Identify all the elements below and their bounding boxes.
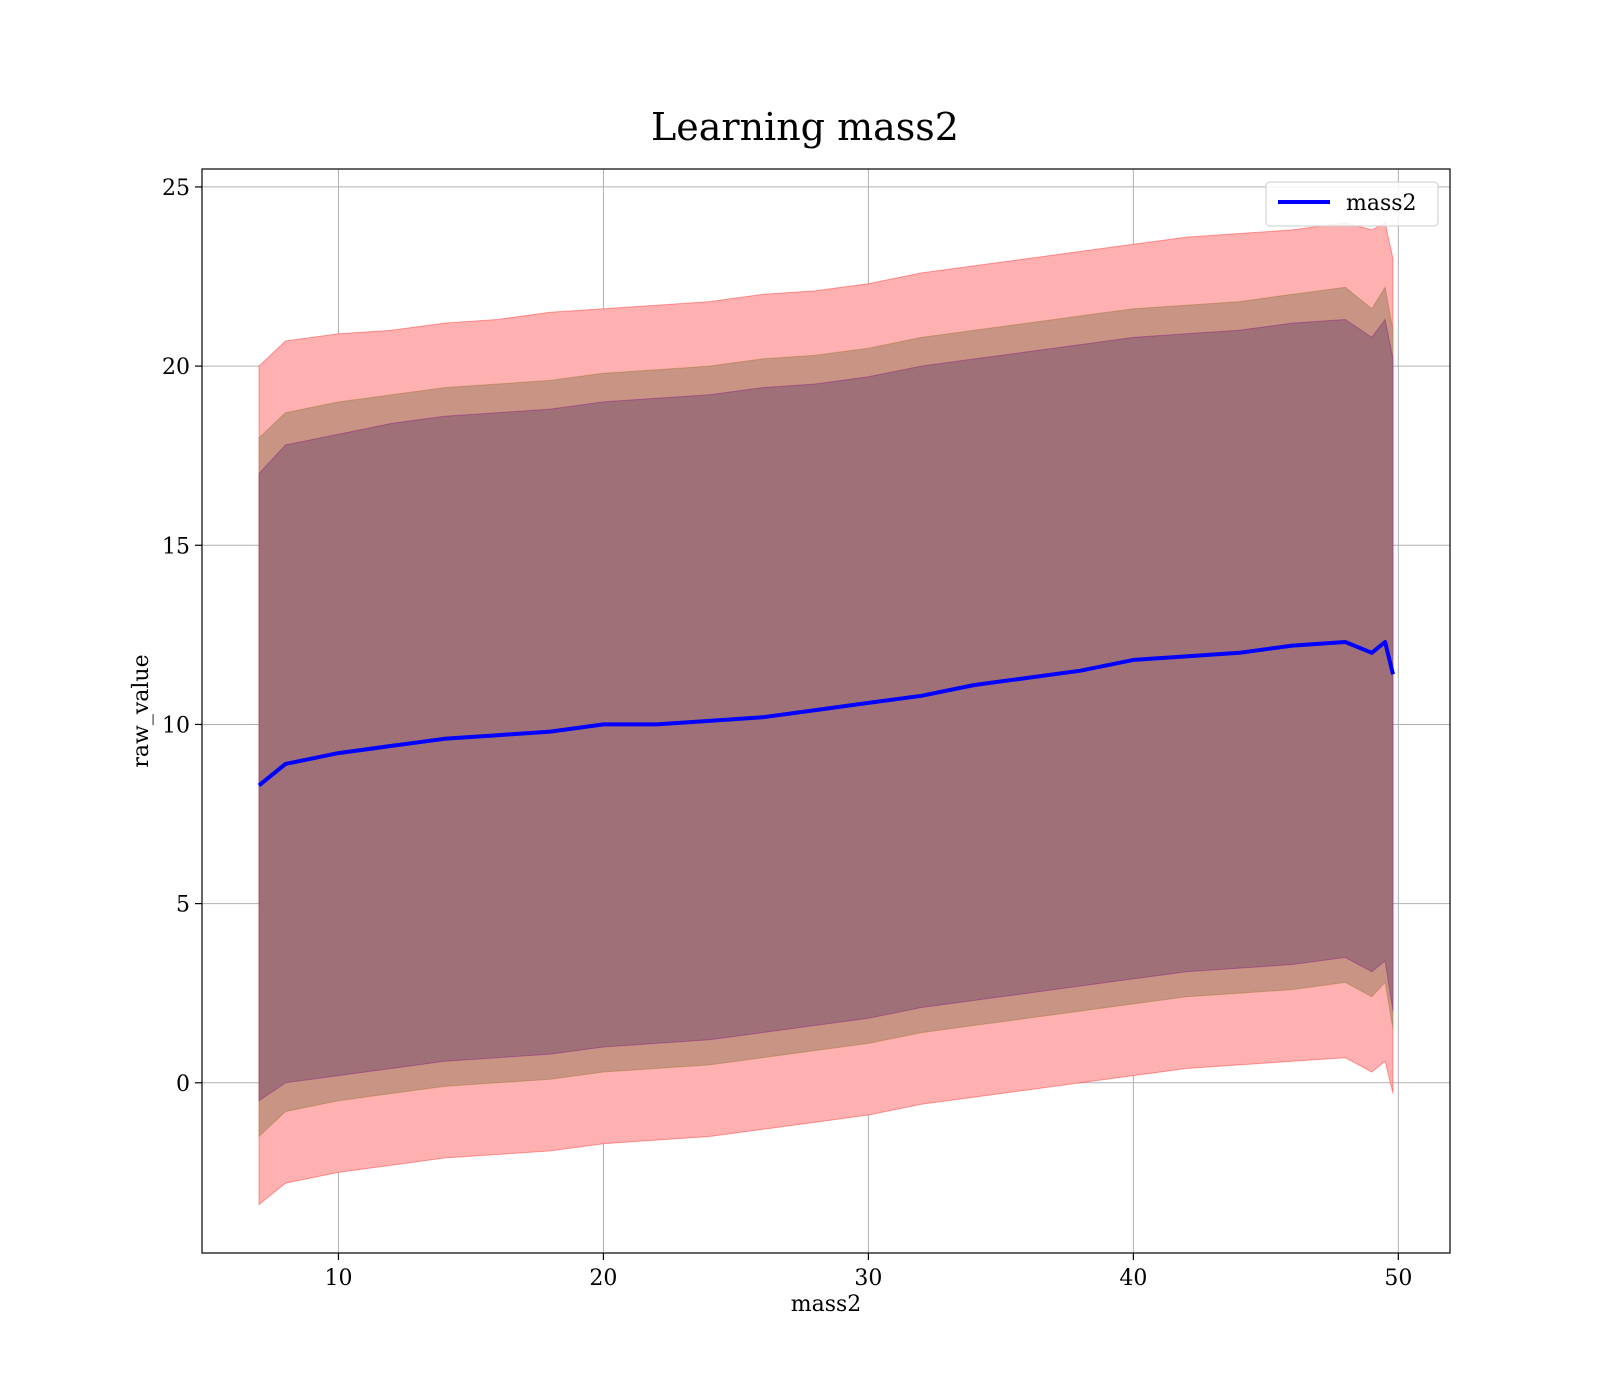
x-tick-label: 50 — [1384, 1266, 1412, 1291]
x-tick-label: 30 — [854, 1266, 882, 1291]
series-lines — [257, 640, 1395, 787]
x-tick-label: 10 — [324, 1266, 352, 1291]
series-line-mass2 — [257, 640, 1395, 787]
y-tick-label: 5 — [176, 893, 190, 918]
legend: mass2 — [1265, 181, 1439, 227]
x-axis-label: mass2 — [791, 1292, 862, 1317]
y-tick-label: 25 — [162, 176, 190, 201]
x-tick-label: 20 — [589, 1266, 617, 1291]
x-tick-label: 40 — [1119, 1266, 1147, 1291]
legend-label-mass2: mass2 — [1346, 191, 1417, 216]
y-axis-label: raw_value — [129, 654, 154, 767]
legend-box — [1265, 181, 1439, 227]
plot-frame — [201, 168, 1451, 1254]
y-tick-label: 20 — [162, 355, 190, 380]
chart-title: Learning mass2 — [651, 105, 959, 149]
y-tick-label: 10 — [162, 713, 190, 738]
y-tick-label: 0 — [176, 1072, 190, 1097]
y-tick-label: 15 — [162, 534, 190, 559]
confidence-bands — [258, 222, 1394, 1206]
axis-ticks: 10 20 30 40 50 0 5 10 15 20 25 — [162, 176, 1412, 1291]
